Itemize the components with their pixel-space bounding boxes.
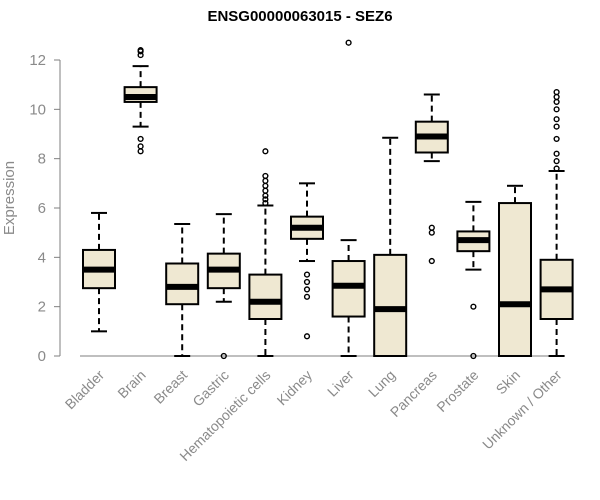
x-tick-label: Brain bbox=[114, 367, 148, 401]
box-group bbox=[331, 39, 366, 357]
box bbox=[248, 273, 283, 321]
outlier-point bbox=[137, 135, 144, 143]
box-group bbox=[539, 88, 574, 357]
y-axis-label: Expression bbox=[1, 161, 18, 235]
outlier-point bbox=[137, 47, 144, 54]
x-tick-label: Bladder bbox=[62, 367, 108, 413]
outlier-point bbox=[553, 165, 560, 172]
box-group bbox=[82, 211, 116, 333]
box bbox=[331, 260, 366, 318]
outlier-point bbox=[553, 106, 560, 113]
outlier-point bbox=[137, 148, 144, 155]
x-tick-label: Lung bbox=[365, 367, 398, 400]
outlier-point bbox=[553, 123, 560, 130]
chart-title: ENSG00000063015 - SEZ6 bbox=[207, 8, 393, 25]
y-tick-label: 10 bbox=[29, 101, 46, 118]
outlier-point bbox=[262, 187, 269, 194]
x-tick-label: Breast bbox=[150, 367, 190, 407]
outlier-point bbox=[262, 148, 269, 155]
box-group bbox=[123, 47, 158, 155]
outlier-point bbox=[345, 39, 352, 46]
outlier-point bbox=[303, 278, 311, 286]
outlier-point bbox=[553, 158, 560, 165]
outlier-point bbox=[470, 303, 477, 310]
outlier-point bbox=[553, 150, 560, 157]
x-tick-label: Skin bbox=[493, 367, 524, 398]
y-tick-label: 0 bbox=[38, 348, 46, 365]
outlier-point bbox=[428, 224, 435, 231]
outlier-point bbox=[470, 352, 477, 360]
box-group bbox=[373, 136, 408, 357]
box-group bbox=[498, 184, 532, 357]
box-group bbox=[206, 213, 241, 360]
y-tick-label: 2 bbox=[38, 299, 46, 316]
box-group bbox=[290, 182, 324, 340]
outlier-point bbox=[553, 116, 560, 123]
box bbox=[373, 253, 408, 357]
outlier-point bbox=[303, 293, 311, 300]
outlier-point bbox=[137, 143, 144, 150]
outlier-point bbox=[553, 88, 560, 96]
box-group bbox=[248, 148, 283, 357]
box-group bbox=[456, 200, 491, 360]
outlier-point bbox=[428, 229, 435, 236]
y-tick-label: 8 bbox=[38, 151, 46, 168]
outlier-point bbox=[262, 172, 269, 180]
outlier-point bbox=[303, 333, 311, 340]
x-tick-label: Unknown / Other bbox=[479, 367, 565, 453]
box bbox=[165, 262, 200, 306]
outlier-point bbox=[303, 271, 311, 278]
outlier-point bbox=[553, 135, 560, 143]
y-tick-label: 4 bbox=[38, 249, 46, 266]
y-ticks: 0 2 4 6 8 10 12 bbox=[29, 52, 60, 365]
outlier-point bbox=[262, 182, 269, 189]
box-group bbox=[165, 223, 200, 357]
outlier-point bbox=[553, 93, 560, 101]
y-tick-label: 6 bbox=[38, 200, 46, 217]
x-tick-label: Kidney bbox=[274, 367, 316, 409]
x-tick-label: Liver bbox=[324, 367, 357, 400]
box bbox=[498, 202, 532, 357]
outlier-point bbox=[303, 286, 311, 293]
outlier-point bbox=[262, 199, 269, 207]
outlier-point bbox=[553, 98, 560, 106]
box-group bbox=[414, 93, 449, 265]
y-tick-label: 12 bbox=[29, 52, 46, 69]
boxes bbox=[82, 39, 574, 360]
x-tick-label: Prostate bbox=[433, 367, 481, 415]
outlier-point bbox=[220, 352, 227, 360]
outlier-point bbox=[262, 196, 269, 203]
outlier-point bbox=[262, 177, 269, 184]
outlier-point bbox=[428, 257, 435, 265]
